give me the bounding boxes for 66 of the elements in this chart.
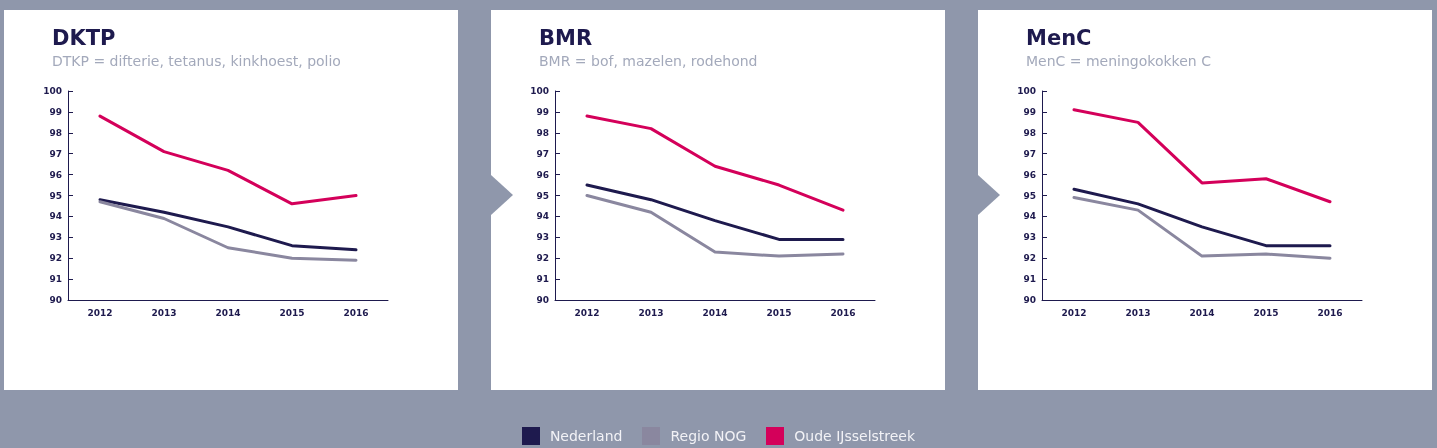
y-tick-label: 93 [536,232,549,243]
y-tick-label: 100 [1017,86,1036,96]
chart-title: BMR [539,25,593,50]
x-tick-label: 2015 [279,307,305,318]
y-tick-label: 95 [536,190,549,201]
y-tick-label: 92 [1023,253,1036,264]
y-tick-label: 96 [49,169,62,180]
y-tick-label: 99 [1023,106,1036,117]
x-tick-label: 2012 [574,307,600,318]
y-tick-label: 100 [43,86,62,96]
line-series [585,183,845,241]
y-tick-label: 95 [1023,190,1036,201]
y-tick-label: 90 [1023,295,1036,305]
line-series [98,200,358,262]
line-series [1072,187,1332,248]
legend-label: Regio NOG [670,428,747,444]
line-series [1072,196,1332,260]
chart-title: DKTP [52,25,116,50]
line-series [98,114,358,206]
y-tick-label: 99 [49,106,62,117]
x-tick-label: 2013 [638,307,664,318]
line-series [585,114,845,212]
x-tick-label: 2016 [1317,307,1343,318]
line-series [585,194,845,258]
y-tick-label: 97 [536,148,549,159]
line-series [1072,108,1332,204]
chart-subtitle: MenC = meningokokken C [1026,53,1212,69]
y-tick-label: 96 [1023,169,1036,180]
y-tick-label: 90 [536,295,549,305]
x-tick-label: 2016 [343,307,369,318]
y-tick-label: 94 [49,211,62,222]
y-tick-label: 92 [49,253,62,264]
chart-subtitle: BMR = bof, mazelen, rodehond [539,53,758,69]
y-tick-label: 97 [1023,148,1036,159]
y-tick-label: 90 [49,295,62,305]
y-tick-label: 94 [1023,211,1036,222]
y-tick-label: 91 [536,274,549,285]
x-tick-label: 2013 [1125,307,1151,318]
x-tick-label: 2012 [87,307,113,318]
x-tick-label: 2014 [1189,307,1215,318]
line-series [98,198,358,252]
x-tick-label: 2014 [702,307,728,318]
x-tick-label: 2012 [1061,307,1087,318]
y-tick-label: 91 [49,274,62,285]
x-tick-label: 2016 [830,307,856,318]
y-tick-label: 95 [49,190,62,201]
y-tick-label: 100 [530,86,549,96]
y-tick-label: 97 [49,148,62,159]
y-tick-label: 92 [536,253,549,264]
y-tick-label: 98 [536,127,549,138]
x-tick-label: 2014 [215,307,241,318]
y-tick-label: 93 [1023,232,1036,243]
chart-subtitle: DTKP = difterie, tetanus, kinkhoest, polio [52,53,341,69]
y-tick-label: 98 [49,127,62,138]
y-tick-label: 96 [536,169,549,180]
x-tick-label: 2015 [1253,307,1279,318]
y-tick-label: 99 [536,106,549,117]
chart-title: MenC [1026,25,1092,50]
legend-label: Nederland [549,428,623,444]
y-tick-label: 94 [536,211,549,222]
x-tick-label: 2013 [151,307,177,318]
y-tick-label: 91 [1023,274,1036,285]
y-tick-label: 98 [1023,127,1036,138]
legend-label: Oude IJsselstreek [794,428,916,444]
y-tick-label: 93 [49,232,62,243]
x-tick-label: 2015 [766,307,792,318]
